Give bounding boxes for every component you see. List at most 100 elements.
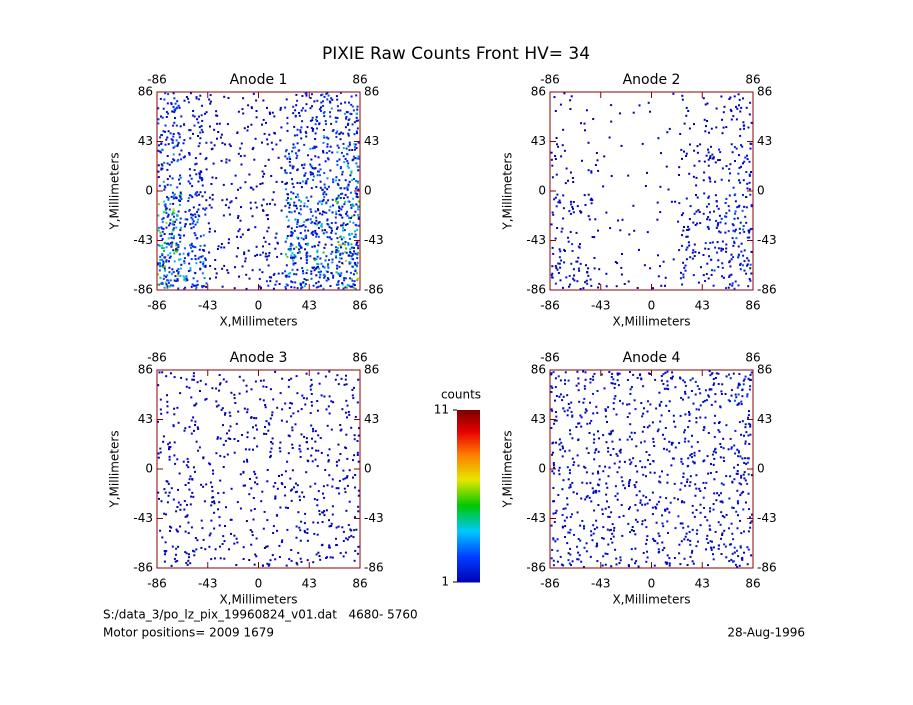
count-dot: [555, 441, 557, 444]
count-dot: [201, 272, 204, 275]
count-dot: [157, 170, 160, 173]
count-dot: [322, 251, 325, 254]
count-dot: [611, 523, 614, 526]
count-dot: [709, 540, 712, 543]
count-dot: [188, 556, 190, 559]
count-dot: [571, 250, 574, 252]
count-dot: [321, 93, 324, 96]
count-dot: [559, 279, 562, 282]
count-dot: [310, 270, 313, 273]
count-dot: [171, 243, 173, 246]
colorbar-tick-label: 11: [434, 403, 449, 417]
count-dot: [335, 95, 338, 98]
count-dot: [342, 555, 345, 558]
count-dot: [340, 377, 343, 380]
count-dot: [708, 218, 711, 221]
count-dot: [180, 198, 183, 201]
count-dot: [663, 447, 665, 450]
count-dot: [682, 273, 685, 276]
count-dot: [341, 170, 344, 173]
count-dot: [223, 557, 226, 560]
count-dot: [167, 130, 170, 133]
count-dot: [176, 100, 179, 103]
colorbar-band: [457, 488, 480, 491]
count-dot: [747, 416, 749, 419]
count-dot: [729, 163, 732, 166]
count-dot: [670, 200, 673, 203]
count-dot: [658, 535, 661, 537]
count-dot: [601, 508, 604, 511]
density-cell: [184, 519, 207, 566]
count-dot: [693, 243, 696, 246]
count-dot: [350, 95, 353, 98]
x-tick-label: 86: [745, 299, 760, 313]
count-dot: [353, 247, 355, 249]
count-dot: [190, 526, 193, 529]
count-dot: [552, 371, 555, 374]
count-dot: [678, 249, 681, 252]
count-dot: [166, 136, 169, 139]
count-dot: [178, 153, 181, 156]
count-dot: [694, 483, 697, 486]
count-dot: [725, 126, 728, 129]
count-dot: [318, 163, 321, 166]
count-dot: [349, 220, 351, 223]
count-dot: [346, 165, 349, 168]
count-dot: [212, 162, 215, 165]
x-tick-label: 86: [352, 577, 367, 591]
count-dot: [707, 196, 710, 199]
count-dot: [310, 165, 313, 168]
count-dot: [728, 497, 731, 500]
count-dot: [632, 530, 635, 532]
count-dot: [161, 254, 164, 257]
count-dot: [664, 276, 667, 279]
count-dot: [621, 534, 624, 537]
count-dot: [318, 276, 321, 279]
count-dot: [659, 185, 662, 188]
count-dot: [252, 448, 254, 451]
count-dot: [656, 542, 659, 545]
count-dot: [357, 213, 359, 216]
colorbar-band: [457, 500, 480, 503]
count-dot: [262, 198, 265, 201]
count-dot: [683, 538, 686, 541]
count-dot: [559, 103, 562, 106]
count-dot: [551, 409, 554, 412]
count-dot: [213, 144, 216, 147]
density-cell: [157, 371, 183, 416]
count-dot: [336, 117, 339, 119]
density-cell: [575, 370, 599, 419]
count-dot: [166, 162, 169, 165]
count-dot: [173, 220, 176, 223]
count-dot: [642, 552, 645, 554]
count-dot: [204, 112, 206, 115]
count-dot: [337, 281, 340, 284]
count-dot: [691, 511, 694, 514]
count-dot: [576, 545, 578, 548]
count-dot: [252, 497, 255, 499]
count-dot: [210, 148, 213, 151]
count-dot: [620, 476, 623, 479]
count-dot: [710, 145, 712, 148]
count-dot: [699, 524, 702, 527]
count-dot: [692, 460, 695, 463]
count-dot: [679, 133, 682, 135]
count-dot: [350, 246, 353, 249]
count-dot: [708, 131, 710, 134]
count-dot: [718, 214, 721, 217]
density-cell: [309, 241, 335, 290]
count-dot: [204, 259, 207, 261]
count-dot: [299, 557, 302, 560]
count-dot: [575, 231, 578, 234]
count-dot: [683, 557, 686, 560]
count-dot: [198, 142, 201, 145]
count-dot: [297, 551, 300, 554]
count-dot: [679, 563, 682, 566]
count-dot: [596, 483, 599, 486]
count-dot: [720, 178, 723, 181]
count-dot: [187, 199, 190, 202]
count-dot: [705, 481, 708, 484]
count-dot: [299, 539, 302, 542]
count-dot: [174, 102, 177, 105]
count-dot: [719, 443, 722, 445]
